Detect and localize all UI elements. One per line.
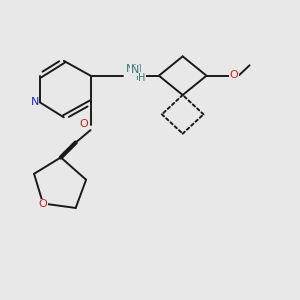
Text: H: H [138,73,146,83]
Text: O: O [80,119,88,129]
Text: N: N [131,65,139,75]
Text: NH: NH [126,64,142,74]
Text: O: O [39,199,47,209]
Text: O: O [230,70,239,80]
Text: N: N [31,98,39,107]
Text: H: H [135,73,142,82]
